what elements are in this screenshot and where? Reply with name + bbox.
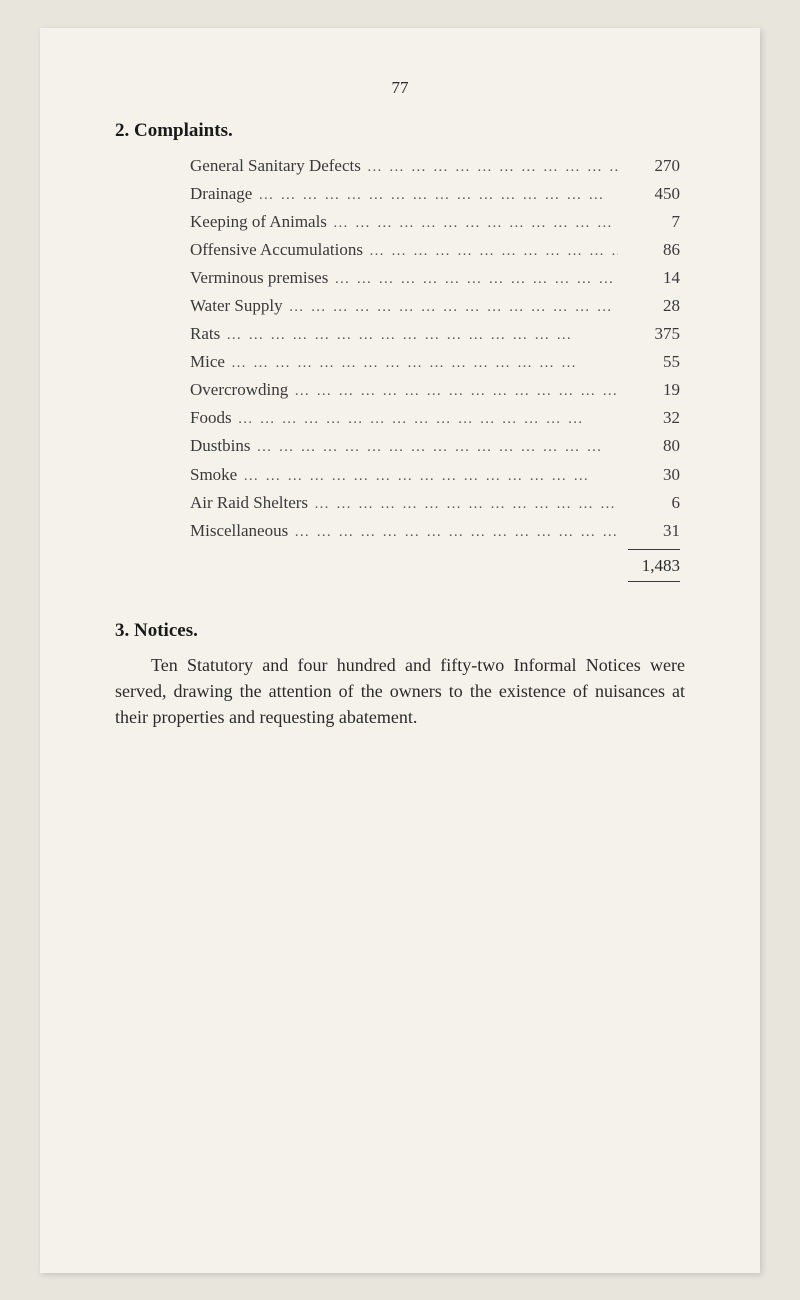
notices-section: 3. Notices. Ten Statutory and four hundr… (115, 620, 685, 730)
complaint-row: Verminous premises…………………………………………14 (190, 264, 680, 292)
notices-heading: 3. Notices. (115, 620, 685, 642)
complaint-row: Dustbins…………………………………………80 (190, 432, 680, 460)
complaint-label: Keeping of Animals (190, 208, 327, 236)
complaint-label: Rats (190, 320, 220, 348)
complaint-value: 86 (624, 236, 680, 264)
complaint-row: Mice…………………………………………55 (190, 348, 680, 376)
complaint-label: Mice (190, 348, 225, 376)
complaint-value: 30 (624, 461, 680, 489)
leader-dots: ………………………………………… (367, 155, 618, 180)
complaint-value: 7 (624, 208, 680, 236)
leader-dots: ………………………………………… (314, 492, 618, 517)
complaint-value: 19 (624, 376, 680, 404)
complaint-row: Smoke…………………………………………30 (190, 461, 680, 489)
complaint-label: Air Raid Shelters (190, 489, 308, 517)
complaint-label: Verminous premises (190, 264, 328, 292)
complaint-value: 32 (624, 404, 680, 432)
leader-dots: ………………………………………… (231, 351, 618, 376)
leader-dots: ………………………………………… (294, 379, 618, 404)
complaint-row: Foods…………………………………………32 (190, 404, 680, 432)
complaint-value: 31 (624, 517, 680, 545)
complaint-row: Overcrowding…………………………………………19 (190, 376, 680, 404)
complaint-label: Dustbins (190, 432, 250, 460)
complaint-label: Drainage (190, 180, 252, 208)
complaint-row: Offensive Accumulations…………………………………………8… (190, 236, 680, 264)
leader-dots: ………………………………………… (238, 407, 618, 432)
complaint-row: Air Raid Shelters…………………………………………6 (190, 489, 680, 517)
total-rule-top (628, 549, 680, 550)
leader-dots: ………………………………………… (256, 435, 618, 460)
complaint-value: 14 (624, 264, 680, 292)
document-page: 77 2. Complaints. General Sanitary Defec… (40, 28, 760, 1273)
complaints-heading: 2. Complaints. (115, 120, 685, 142)
complaint-row: Rats…………………………………………375 (190, 320, 680, 348)
leader-dots: ………………………………………… (243, 464, 618, 489)
complaint-value: 270 (624, 152, 680, 180)
complaints-list: General Sanitary Defects…………………………………………… (190, 152, 680, 582)
leader-dots: ………………………………………… (258, 183, 618, 208)
complaint-row: Water Supply…………………………………………28 (190, 292, 680, 320)
complaint-value: 375 (624, 320, 680, 348)
complaint-label: Smoke (190, 461, 237, 489)
complaint-row: Miscellaneous…………………………………………31 (190, 517, 680, 545)
complaint-row: Keeping of Animals…………………………………………7 (190, 208, 680, 236)
complaint-label: Overcrowding (190, 376, 288, 404)
complaint-label: Offensive Accumulations (190, 236, 363, 264)
leader-dots: ………………………………………… (294, 520, 618, 545)
complaint-value: 55 (624, 348, 680, 376)
complaint-label: Miscellaneous (190, 517, 288, 545)
notices-body: Ten Statutory and four hundred and fifty… (115, 652, 685, 730)
leader-dots: ………………………………………… (333, 211, 618, 236)
leader-dots: ………………………………………… (369, 239, 618, 264)
complaint-label: Water Supply (190, 292, 283, 320)
page-number: 77 (115, 78, 685, 98)
complaint-label: General Sanitary Defects (190, 152, 361, 180)
leader-dots: ………………………………………… (289, 295, 618, 320)
complaint-value: 80 (624, 432, 680, 460)
complaint-value: 28 (624, 292, 680, 320)
complaints-total-row: 1,483 (190, 552, 680, 579)
complaint-value: 6 (624, 489, 680, 517)
leader-dots: ………………………………………… (334, 267, 618, 292)
leader-dots: ………………………………………… (226, 323, 618, 348)
total-rule-bottom (628, 581, 680, 582)
complaint-value: 450 (624, 180, 680, 208)
complaints-total: 1,483 (642, 552, 680, 579)
complaint-label: Foods (190, 404, 232, 432)
complaint-row: General Sanitary Defects…………………………………………… (190, 152, 680, 180)
complaint-row: Drainage…………………………………………450 (190, 180, 680, 208)
